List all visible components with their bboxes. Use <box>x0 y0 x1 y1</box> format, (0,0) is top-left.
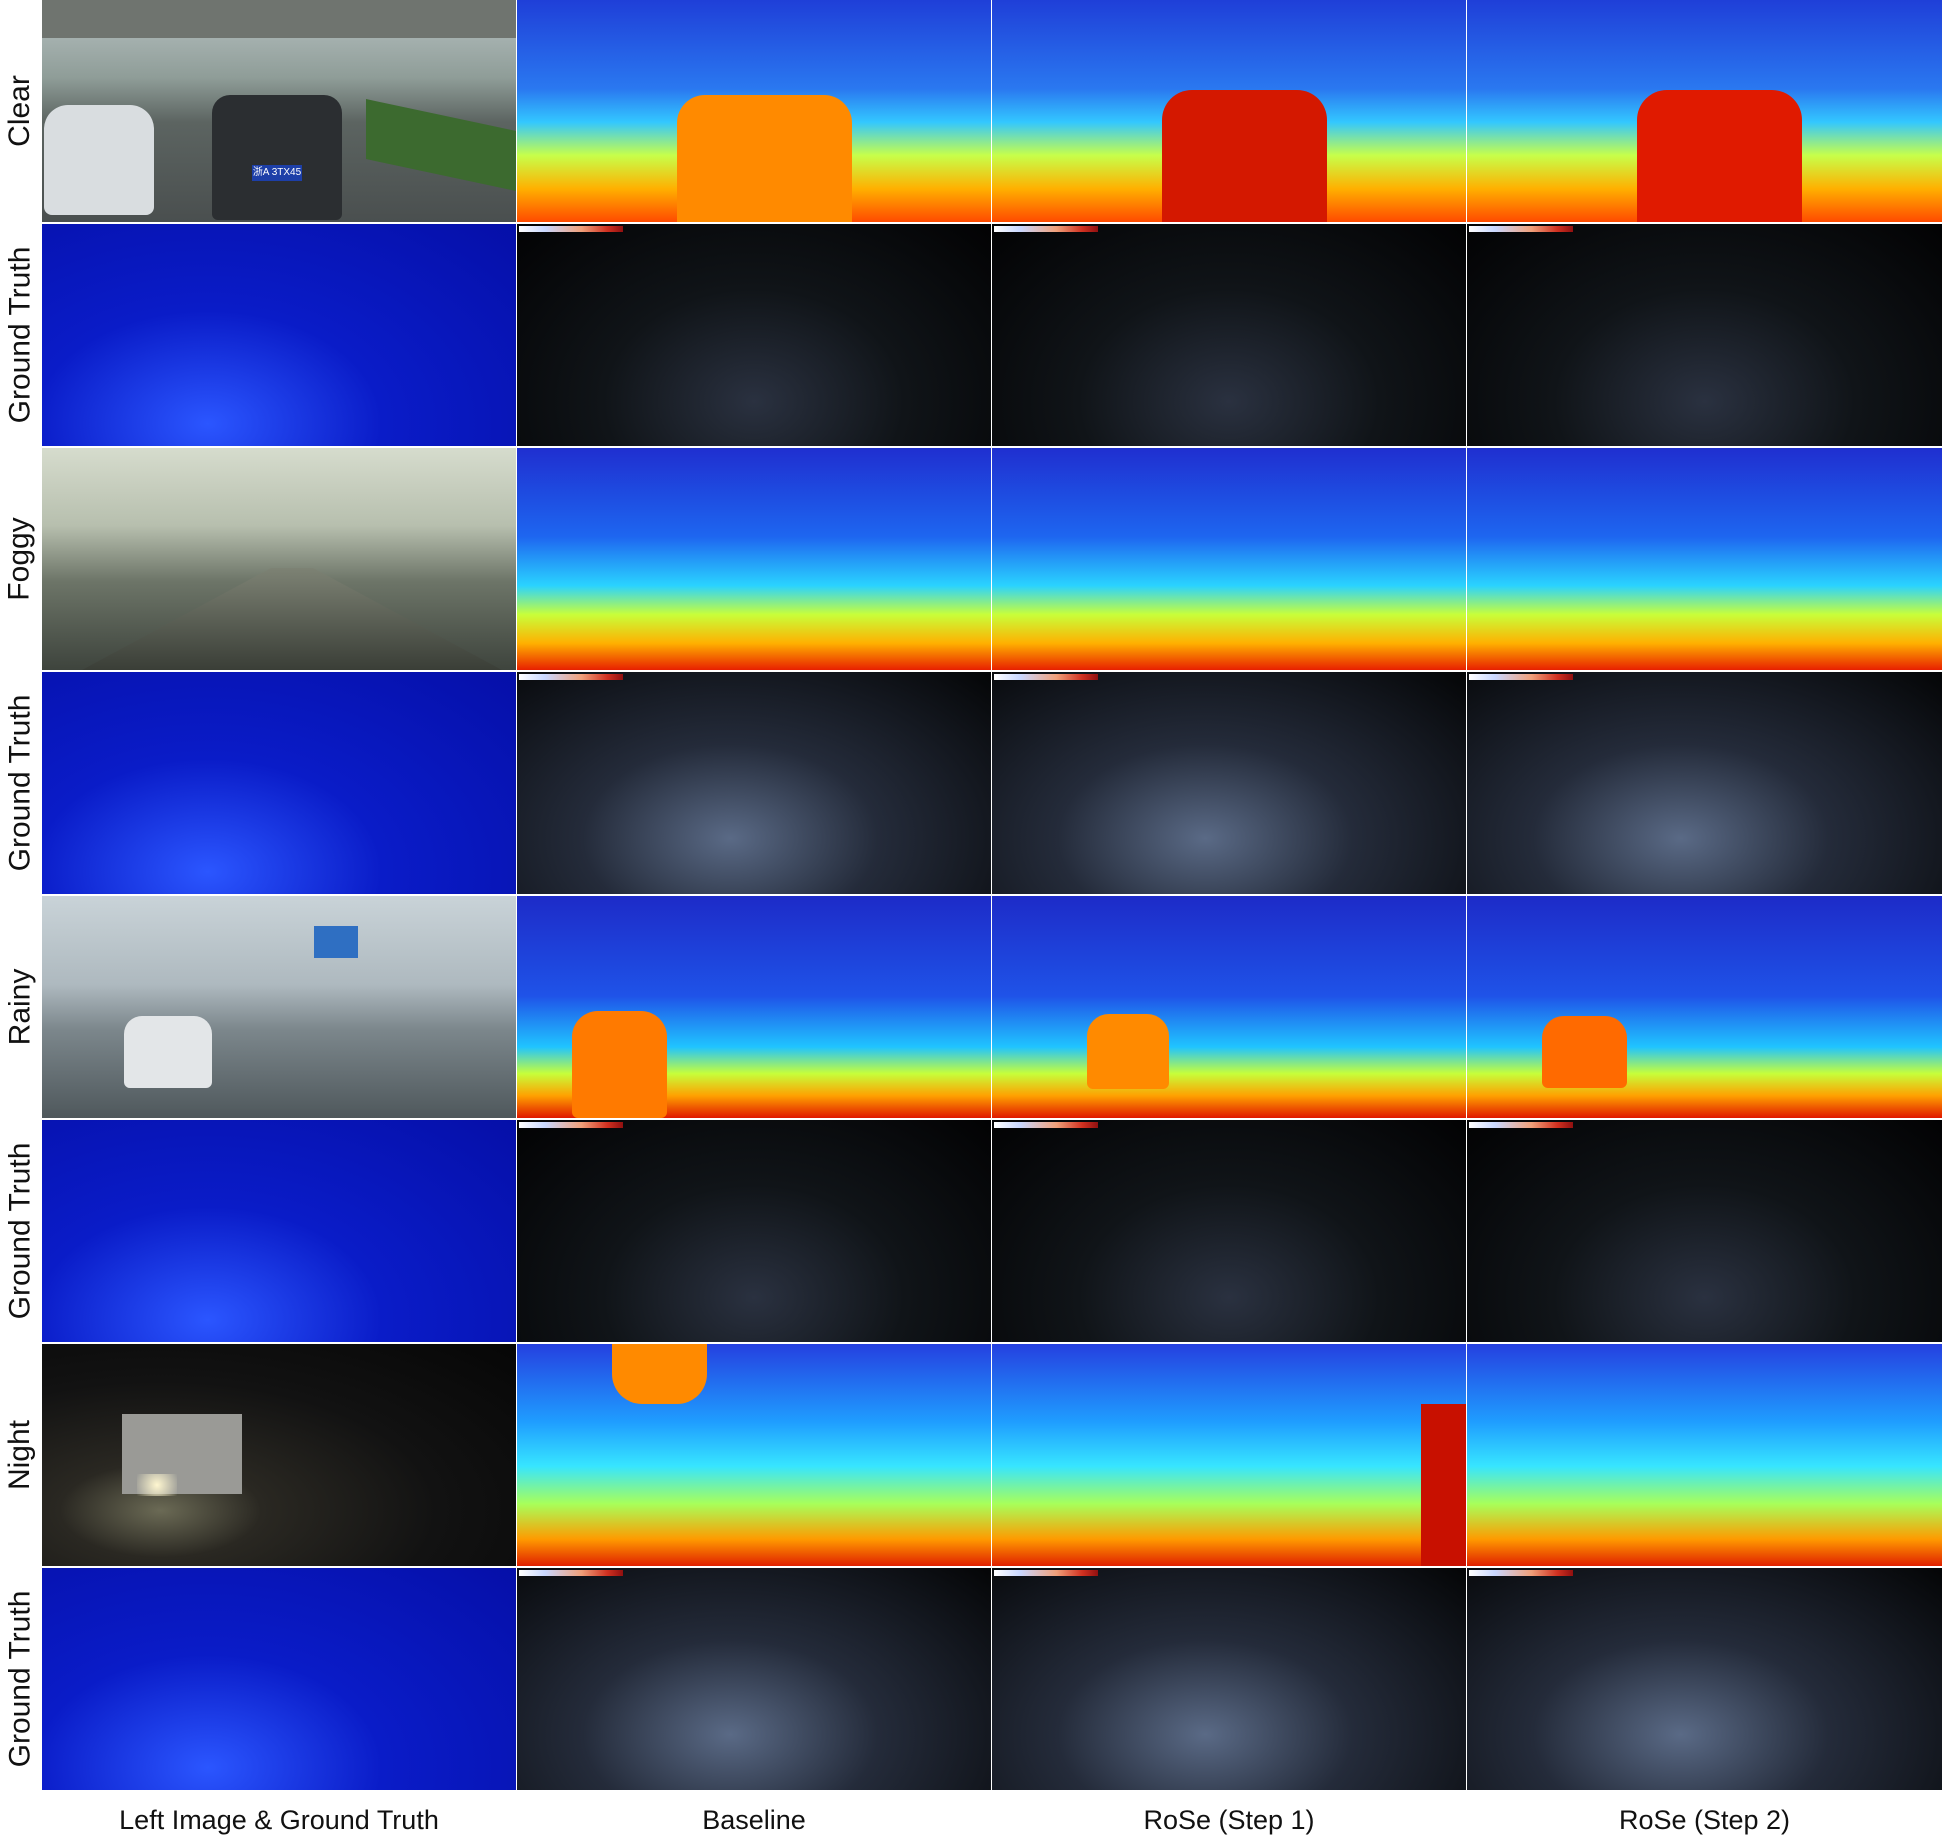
row-label-night: Night <box>3 1419 37 1491</box>
gt1-step2-colorbar <box>1469 226 1573 232</box>
gt2-rose-step2-error <box>1467 672 1942 894</box>
gt3-step2-colorbar <box>1469 1122 1573 1128</box>
clear-rose-step1-depth <box>992 0 1466 222</box>
gt3-rose-step2-error <box>1467 1120 1942 1342</box>
clear-rose-step2-depth <box>1467 0 1942 222</box>
row-label-ground-truth-3: Ground Truth <box>3 1142 37 1320</box>
foggy-left-image <box>42 448 516 670</box>
gt1-rose-step2-error <box>1467 224 1942 446</box>
gt2-step2-colorbar <box>1469 674 1573 680</box>
night-baseline-top-blob <box>612 1344 707 1404</box>
night-rose-step1-depth <box>992 1344 1466 1566</box>
gt2-rose-step1-error <box>992 672 1466 894</box>
gt2-baseline-error <box>517 672 991 894</box>
gt3-baseline-colorbar <box>519 1122 623 1128</box>
rainy-baseline-car-blob <box>572 1011 667 1118</box>
clear-baseline-car-blob <box>677 95 852 222</box>
column-label-rose-step1: RoSe (Step 1) <box>1143 1804 1315 1835</box>
row-label-ground-truth-1: Ground Truth <box>3 246 37 424</box>
gt4-rose-step2-error <box>1467 1568 1942 1790</box>
gt2-step1-colorbar <box>994 674 1098 680</box>
rainy-rose-step1-depth <box>992 896 1466 1118</box>
night-rose-step2-depth <box>1467 1344 1942 1566</box>
row-label-ground-truth-4: Ground Truth <box>3 1590 37 1768</box>
clear-white-car <box>44 105 154 215</box>
gt1-step1-colorbar <box>994 226 1098 232</box>
gt4-left-sparse <box>42 1568 516 1790</box>
foggy-baseline-depth <box>517 448 991 670</box>
rainy-road-sign <box>314 926 358 958</box>
clear-left-image: 浙A 3TX45 <box>42 0 516 222</box>
night-baseline-depth <box>517 1344 991 1566</box>
gt4-rose-step1-error <box>992 1568 1466 1790</box>
row-label-clear: Clear <box>3 75 37 147</box>
gt3-step1-colorbar <box>994 1122 1098 1128</box>
column-label-left: Left Image & Ground Truth <box>119 1804 439 1835</box>
column-label-baseline: Baseline <box>702 1804 806 1835</box>
column-label-rose-step2: RoSe (Step 2) <box>1618 1804 1791 1835</box>
clear-step1-car-blob <box>1162 90 1327 222</box>
rainy-left-image <box>42 896 516 1118</box>
night-left-image <box>42 1344 516 1566</box>
row-label-foggy: Foggy <box>3 517 37 601</box>
foggy-rose-step1-depth <box>992 448 1466 670</box>
clear-hedge <box>366 99 516 191</box>
gt4-baseline-colorbar <box>519 1570 623 1576</box>
row-label-rainy: Rainy <box>3 968 37 1046</box>
gt1-baseline-colorbar <box>519 226 623 232</box>
foggy-road <box>82 568 502 670</box>
clear-step2-car-blob <box>1637 90 1802 222</box>
gt4-step2-colorbar <box>1469 1570 1573 1576</box>
rainy-step1-car-blob <box>1087 1014 1169 1089</box>
rainy-baseline-depth <box>517 896 991 1118</box>
gt2-left-sparse <box>42 672 516 894</box>
clear-baseline-depth <box>517 0 991 222</box>
rainy-rose-step2-depth <box>1467 896 1942 1118</box>
gt3-left-sparse <box>42 1120 516 1342</box>
gt1-baseline-error <box>517 224 991 446</box>
night-headlight <box>137 1474 177 1496</box>
foggy-rose-step2-depth <box>1467 448 1942 670</box>
clear-bridge-overpass <box>42 0 516 38</box>
rainy-white-car <box>124 1016 212 1088</box>
gt1-rose-step1-error <box>992 224 1466 446</box>
clear-license-plate: 浙A 3TX45 <box>252 165 302 181</box>
row-label-ground-truth-2: Ground Truth <box>3 694 37 872</box>
gt4-baseline-error <box>517 1568 991 1790</box>
gt2-baseline-colorbar <box>519 674 623 680</box>
gt4-step1-colorbar <box>994 1570 1098 1576</box>
gt3-baseline-error <box>517 1120 991 1342</box>
gt3-rose-step1-error <box>992 1120 1466 1342</box>
clear-car-rear <box>212 95 342 220</box>
gt1-left-sparse <box>42 224 516 446</box>
rainy-step2-car-blob <box>1542 1016 1627 1088</box>
night-step1-right-blob <box>1421 1404 1466 1566</box>
